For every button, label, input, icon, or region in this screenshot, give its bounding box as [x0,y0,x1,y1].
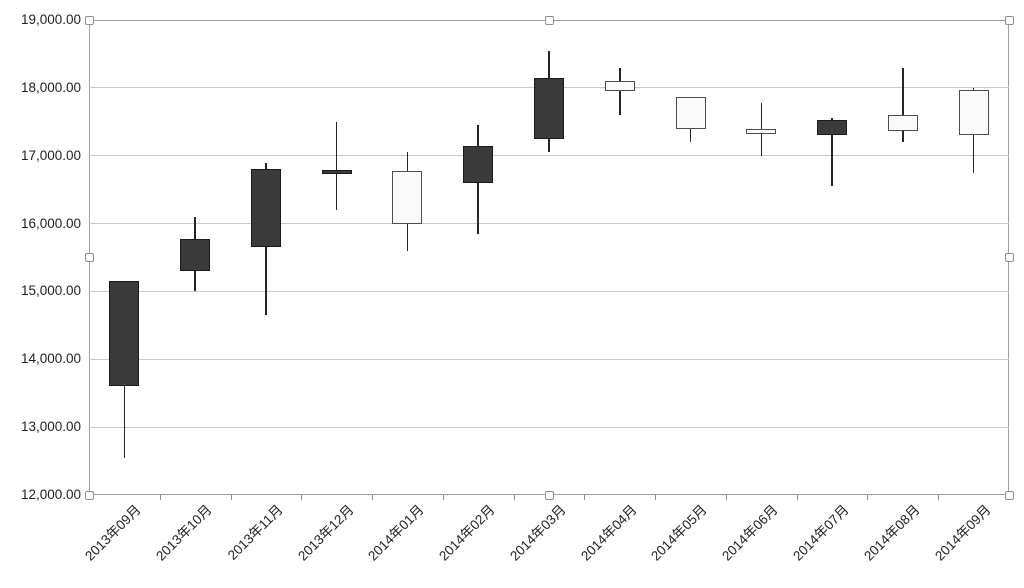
x-axis-label: 2014年01月 [365,502,428,564]
x-axis-tick [796,495,798,500]
candle-body-2013年12月[interactable] [321,169,352,175]
candle-wick [831,118,833,187]
candle-body-2014年07月[interactable] [817,119,848,136]
candle-body-2013年09月[interactable] [109,281,140,387]
x-axis-label: 2013年09月 [82,502,144,564]
selection-handle-middle-left[interactable] [84,253,94,262]
x-axis-label: 2014年02月 [436,502,498,564]
candle-body-2014年06月[interactable] [746,129,777,134]
y-axis-label: 12,000.00 [20,487,81,502]
x-axis-label: 2014年04月 [577,502,640,564]
candle-wick [335,121,338,210]
x-axis-tick [301,495,303,500]
selection-handle-top-center[interactable] [544,15,554,25]
y-axis-label: 19,000.00 [20,12,81,27]
x-axis-tick [513,495,515,500]
candle-body-2013年10月[interactable] [180,239,211,272]
x-axis-tick [372,495,374,500]
x-axis-tick [725,495,727,500]
gridline [89,223,1009,225]
selection-handle-bottom-left[interactable] [84,490,94,500]
x-axis-label: 2013年10月 [153,502,215,564]
gridline [89,155,1009,157]
y-axis-label: 16,000.00 [20,215,81,231]
x-axis-label: 2014年06月 [719,502,781,564]
x-axis-tick [230,495,232,500]
y-axis-label: 13,000.00 [20,419,81,435]
x-axis-label: 2014年09月 [931,502,994,564]
x-axis-label: 2013年11月 [224,502,286,563]
candle-body-2014年09月[interactable] [958,89,989,136]
gridline [89,290,1009,292]
x-axis-tick [159,495,161,500]
x-axis-label: 2014年08月 [860,502,923,564]
candle-body-2013年11月[interactable] [250,169,281,248]
gridline [89,358,1009,360]
x-axis-tick [584,495,586,500]
x-axis-label: 2014年05月 [648,502,711,564]
selection-handle-top-left[interactable] [84,15,94,25]
x-axis-tick [938,495,940,500]
y-axis-label: 18,000.00 [20,79,81,95]
candle-body-2014年08月[interactable] [887,115,918,131]
candle-wick [619,67,621,115]
candle-wick [902,67,904,143]
gridline [89,426,1009,428]
selection-handle-bottom-right[interactable] [1004,490,1014,500]
candle-wick [760,102,763,156]
candle-body-2014年03月[interactable] [534,77,564,139]
selection-handle-top-right[interactable] [1004,15,1014,25]
x-axis-tick [442,495,444,500]
selection-handle-middle-right[interactable] [1004,253,1014,262]
candle-body-2014年02月[interactable] [463,145,494,183]
x-axis-label: 2013年12月 [294,502,357,564]
candle-body-2014年01月[interactable] [392,170,423,224]
x-axis-label: 2014年03月 [507,502,569,564]
y-axis-label: 15,000.00 [20,283,81,299]
y-axis-label: 17,000.00 [20,147,81,163]
selection-handle-bottom-center[interactable] [544,490,554,500]
x-axis-label: 2014年07月 [790,502,852,564]
candle-body-2014年04月[interactable] [604,81,635,92]
candle-body-2014年05月[interactable] [675,96,706,129]
x-axis-tick [867,495,869,500]
x-axis-tick [655,495,657,500]
y-axis-label: 14,000.00 [20,351,81,367]
